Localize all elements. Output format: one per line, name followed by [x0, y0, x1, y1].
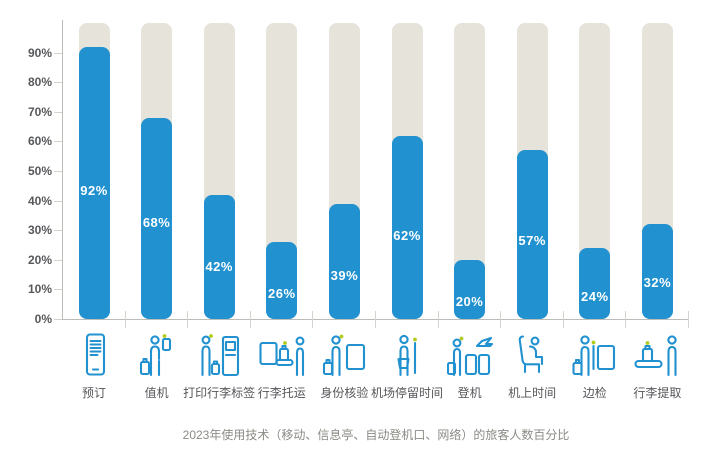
smartphone-booking-icon	[66, 331, 122, 379]
y-axis-tick	[54, 82, 62, 84]
bar-fill: 39%	[328, 203, 360, 319]
bar-value-label: 57%	[518, 233, 546, 249]
category-label: 边检	[582, 386, 607, 400]
category-label: 登机	[457, 386, 482, 400]
dwell-time-pole-icon	[379, 331, 435, 379]
bar-value-label: 39%	[330, 268, 359, 284]
bar-track: 24%	[579, 23, 611, 319]
y-axis-tick	[54, 259, 62, 261]
border-control-gate-icon	[567, 331, 623, 379]
onboard-seat-icon	[504, 331, 560, 379]
y-axis-tick	[54, 230, 62, 232]
y-axis-tick	[54, 52, 62, 54]
y-axis-tick	[54, 141, 62, 143]
bar-track: 26%	[266, 23, 298, 319]
onboard-seat-icon	[518, 335, 544, 374]
baggage-claim-icon	[634, 335, 678, 377]
y-axis-tick	[54, 171, 62, 172]
bar-track: 68%	[141, 23, 173, 319]
y-axis-tick-label: 30%	[27, 223, 52, 238]
baggage-claim-icon	[629, 331, 685, 379]
y-axis-tick-label: 80%	[27, 75, 52, 90]
bar-fill: 32%	[641, 224, 673, 319]
y-axis-tick	[54, 319, 62, 320]
y-axis-tick-label: 10%	[27, 282, 52, 297]
x-axis-tick	[312, 311, 314, 328]
bar-value-label: 32%	[643, 275, 672, 290]
bag-drop-icon	[254, 331, 310, 379]
bar-value-label: 42%	[205, 258, 233, 274]
chart-caption: 2023年使用技术（移动、信息亭、自动登机口、网络）的旅客人数百分比	[182, 428, 570, 442]
bar-track: 42%	[203, 23, 235, 319]
bag-drop-icon	[259, 336, 305, 377]
y-axis-line	[62, 20, 63, 319]
boarding-gate-plane-icon	[442, 331, 498, 379]
category-label: 身份核验	[320, 386, 369, 400]
bar-fill: 92%	[78, 46, 110, 319]
bar-fill: 68%	[141, 117, 173, 319]
bar-value-label: 68%	[142, 215, 171, 231]
bar-fill: 42%	[203, 194, 235, 319]
bar-value-label: 24%	[581, 289, 609, 304]
y-axis-tick-label: 90%	[27, 45, 52, 60]
kiosk-bagtag-icon	[191, 331, 247, 379]
y-axis-tick-label: 0%	[34, 312, 52, 326]
bar-value-label: 26%	[268, 285, 296, 301]
dwell-time-pole-icon	[397, 334, 417, 377]
x-axis-tick	[625, 311, 627, 328]
x-axis-tick	[437, 311, 439, 328]
category-label: 值机	[144, 386, 169, 400]
y-axis-tick	[54, 289, 62, 291]
x-axis-tick	[375, 311, 376, 328]
bar-fill: 20%	[454, 259, 486, 319]
category-label: 机场停留时间	[370, 386, 443, 400]
border-control-gate-icon	[572, 335, 615, 377]
x-axis-tick	[500, 311, 502, 328]
x-axis-tick	[249, 311, 251, 328]
bar-track: 57%	[516, 23, 548, 319]
x-axis-tick	[688, 311, 689, 328]
category-label: 预订	[81, 386, 106, 400]
bar-fill: 24%	[579, 248, 611, 319]
x-axis-tick	[562, 311, 564, 328]
x-axis-tick	[187, 311, 189, 328]
y-axis-tick-label: 60%	[27, 134, 52, 149]
bar-fill: 57%	[516, 150, 548, 319]
smartphone-booking-icon	[85, 333, 106, 376]
y-axis-tick-label: 40%	[27, 193, 52, 208]
category-label: 机上时间	[508, 386, 557, 400]
passenger-phone-checkin-icon	[139, 334, 171, 377]
y-axis-tick-label: 70%	[27, 104, 52, 119]
category-label: 打印行李标签	[183, 386, 256, 400]
bar-track: 62%	[391, 23, 423, 319]
bar-fill: 62%	[391, 135, 423, 319]
bar-track: 20%	[454, 23, 486, 319]
y-axis-tick	[54, 111, 62, 113]
passenger-phone-checkin-icon	[129, 331, 185, 379]
kiosk-bagtag-icon	[201, 334, 240, 377]
bar-value-label: 20%	[455, 294, 484, 310]
category-label: 行李提取	[633, 386, 682, 400]
id-verification-gate-icon	[316, 331, 372, 379]
bar-value-label: 92%	[80, 183, 108, 198]
category-label: 行李托运	[257, 386, 306, 400]
boarding-gate-plane-icon	[446, 336, 493, 377]
bar-fill: 26%	[266, 242, 298, 319]
y-axis-tick	[54, 200, 62, 202]
y-axis-tick-label: 20%	[27, 252, 52, 267]
bar-value-label: 62%	[393, 227, 421, 243]
y-axis-tick-label: 50%	[27, 164, 52, 178]
id-verification-gate-icon	[323, 334, 366, 377]
bar-track: 32%	[641, 23, 673, 319]
bar-track: 92%	[78, 23, 110, 319]
bar-track: 39%	[328, 23, 360, 319]
x-axis-tick	[124, 311, 126, 328]
